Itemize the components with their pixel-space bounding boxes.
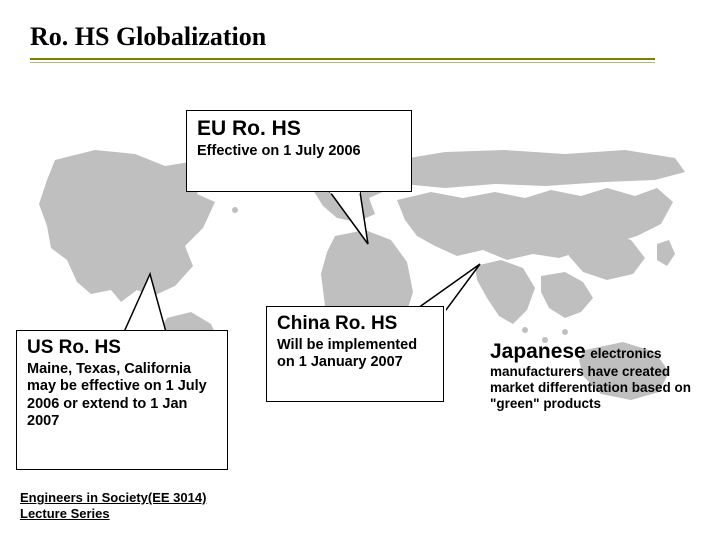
callout-us-body: Maine, Texas, California may be effectiv…: [27, 361, 217, 431]
footer-line1: Engineers in Society(EE 3014): [20, 490, 206, 506]
callout-china-title: China Ro. HS: [277, 313, 433, 335]
callout-eu-title: EU Ro. HS: [197, 117, 401, 141]
footer-note: Engineers in Society(EE 3014) Lecture Se…: [20, 490, 206, 523]
callout-tail-eu: [320, 190, 380, 250]
callout-china: China Ro. HS Will be implemented on 1 Ja…: [266, 306, 444, 402]
callout-us-title: US Ro. HS: [27, 337, 217, 359]
callout-eu-body: Effective on 1 July 2006: [197, 143, 401, 160]
japan-title: Japanese: [490, 340, 586, 363]
japan-subtitle: electronics: [590, 346, 661, 361]
japan-text-block: Japanese electronics manufacturers have …: [490, 340, 708, 413]
callout-tail-china: [416, 262, 496, 312]
title-rule-secondary: [30, 62, 655, 63]
title-rule: [30, 58, 655, 60]
callout-eu: EU Ro. HS Effective on 1 July 2006: [186, 110, 412, 192]
japan-body: manufacturers have created market differ…: [490, 364, 708, 413]
callout-china-body: Will be implemented on 1 January 2007: [277, 337, 433, 372]
footer-line2: Lecture Series: [20, 506, 206, 522]
slide-title: Ro. HS Globalization: [30, 22, 266, 52]
callout-us: US Ro. HS Maine, Texas, California may b…: [16, 330, 228, 470]
callout-tail-us: [120, 272, 190, 334]
